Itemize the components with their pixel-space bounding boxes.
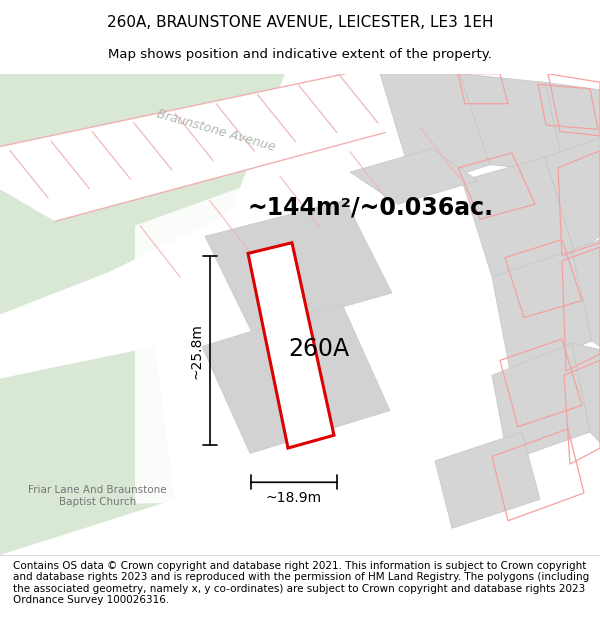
- Polygon shape: [205, 200, 392, 332]
- Polygon shape: [492, 343, 590, 461]
- Polygon shape: [460, 74, 565, 172]
- Polygon shape: [492, 250, 592, 371]
- Text: Braunstone Avenue: Braunstone Avenue: [155, 107, 277, 154]
- Text: Friar Lane And Braunstone
Baptist Church: Friar Lane And Braunstone Baptist Church: [28, 486, 167, 507]
- Polygon shape: [248, 242, 334, 448]
- Text: ~144m²/~0.036ac.: ~144m²/~0.036ac.: [248, 196, 494, 220]
- Polygon shape: [545, 138, 600, 253]
- Polygon shape: [380, 74, 490, 189]
- Text: 260A: 260A: [288, 336, 349, 361]
- Polygon shape: [135, 136, 435, 504]
- Polygon shape: [0, 346, 175, 555]
- Polygon shape: [0, 74, 385, 221]
- Text: Map shows position and indicative extent of the property.: Map shows position and indicative extent…: [108, 48, 492, 61]
- Polygon shape: [545, 82, 600, 176]
- Polygon shape: [0, 74, 285, 314]
- Text: 260A, BRAUNSTONE AVENUE, LEICESTER, LE3 1EH: 260A, BRAUNSTONE AVENUE, LEICESTER, LE3 …: [107, 14, 493, 29]
- Polygon shape: [572, 343, 600, 442]
- Text: ~25.8m: ~25.8m: [190, 322, 204, 379]
- Polygon shape: [572, 239, 600, 346]
- Polygon shape: [462, 157, 575, 277]
- Text: ~18.9m: ~18.9m: [266, 491, 322, 504]
- Polygon shape: [435, 432, 540, 528]
- Text: Contains OS data © Crown copyright and database right 2021. This information is : Contains OS data © Crown copyright and d…: [13, 561, 589, 606]
- Polygon shape: [202, 304, 390, 453]
- Polygon shape: [350, 149, 478, 204]
